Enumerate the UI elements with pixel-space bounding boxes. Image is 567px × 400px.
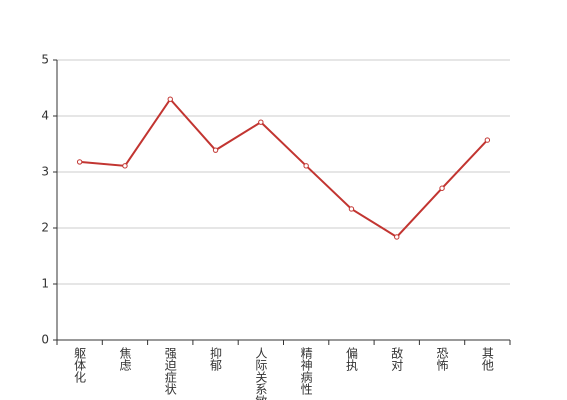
point bbox=[439, 185, 445, 191]
y-tick-label: 1 bbox=[41, 277, 49, 291]
x-tick-label: 精神病性 bbox=[299, 347, 313, 396]
x-tick-label: 抑郁 bbox=[209, 346, 223, 372]
point bbox=[212, 147, 219, 153]
y-tick-label: 4 bbox=[41, 109, 49, 123]
y-tick-label: 3 bbox=[41, 165, 49, 179]
point bbox=[303, 163, 309, 169]
point bbox=[122, 163, 128, 169]
line bbox=[79, 97, 489, 239]
x-tick-label: 其他 bbox=[480, 347, 494, 371]
point bbox=[394, 234, 400, 240]
x-tick-label: 躯体化 bbox=[73, 346, 87, 384]
y-tick-label: 5 bbox=[41, 53, 49, 67]
x-tick-label: 恐怖 bbox=[435, 347, 449, 371]
x-tick-label: 敌对 bbox=[390, 346, 404, 371]
y-tick-label: 2 bbox=[41, 221, 49, 235]
point bbox=[76, 159, 83, 165]
x-tick-label: 焦虑 bbox=[118, 347, 132, 371]
y-tick-label: 0 bbox=[41, 333, 49, 347]
x-tick-label: 人际关系敏感 bbox=[254, 347, 268, 400]
point bbox=[167, 96, 173, 102]
x-tick-label: 强迫症状 bbox=[163, 347, 177, 395]
point bbox=[484, 137, 491, 143]
x-tick-label: 偏执 bbox=[344, 346, 358, 372]
point bbox=[258, 119, 264, 125]
point bbox=[348, 206, 355, 212]
